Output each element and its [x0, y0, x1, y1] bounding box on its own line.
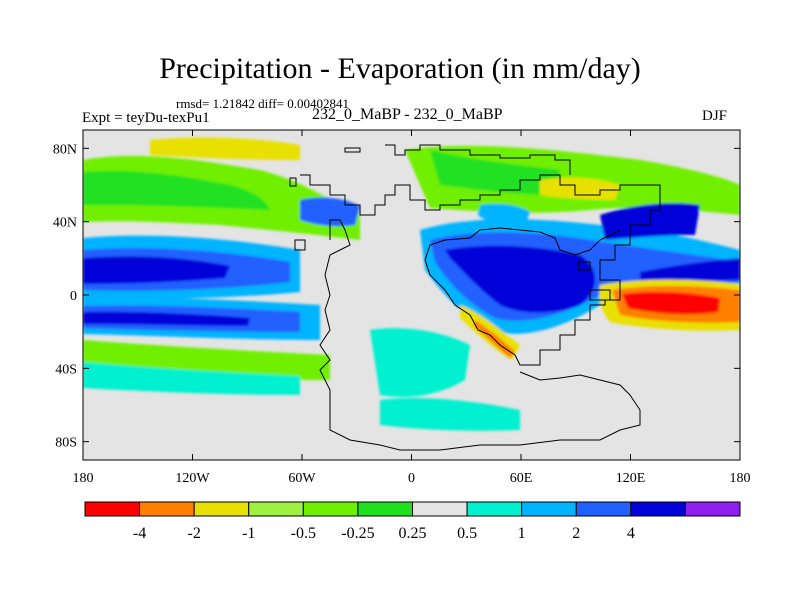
y-tick-label: 0: [70, 289, 77, 304]
contour-region: [83, 256, 230, 284]
colorbar-label: -0.5: [291, 525, 316, 542]
contour-region: [380, 398, 520, 431]
x-tick-label: 180: [73, 471, 94, 486]
x-tick-label: 180: [730, 471, 751, 486]
colorbar-swatch: [357, 501, 413, 517]
contour-region: [478, 203, 530, 226]
contour-region: [640, 258, 740, 285]
x-tick-label: 60E: [510, 471, 533, 486]
land-outline: [289, 144, 661, 451]
continent-outline: [300, 174, 661, 366]
comparison-label: 232_0_MaBP - 232_0_MaBP: [312, 106, 503, 123]
x-tick-label: 0: [408, 471, 415, 486]
experiment-label: Expt = teyDu-texPu1: [82, 110, 210, 126]
continent-outline: [577, 261, 591, 271]
contour-region: [83, 311, 250, 326]
colorbar-label: 1: [518, 525, 526, 542]
contour-region: [445, 245, 595, 313]
chart-title: Precipitation - Evaporation (in mm/day): [159, 52, 641, 85]
continent-outline: [344, 147, 361, 153]
colorbar-swatch: [630, 501, 686, 517]
colorbar-swatch: [193, 501, 250, 517]
contour-region: [370, 328, 470, 397]
contour-region: [622, 291, 720, 315]
y-tick-label: 40N: [53, 216, 77, 231]
colorbar-label: 2: [572, 525, 580, 542]
y-tick-label: 80N: [53, 142, 77, 157]
colorbar-swatch: [684, 501, 741, 517]
colorbar-swatch: [248, 501, 304, 517]
colorbar-label: -4: [133, 525, 146, 542]
contour-fill: [83, 137, 740, 431]
contour-region: [83, 362, 300, 395]
x-tick-label: 120E: [616, 471, 646, 486]
colorbar: -4 -2 -1 -0.5 -0.25 0.25 0.5 1 2 4: [84, 501, 741, 542]
season-label: DJF: [702, 108, 728, 124]
colorbar-label: -2: [188, 525, 201, 542]
continent-outline: [319, 219, 641, 451]
colorbar-label: 0.5: [457, 525, 477, 542]
colorbar-swatch: [521, 501, 577, 517]
continent-outline: [294, 239, 306, 251]
continent-outline: [289, 177, 297, 187]
contour-region: [83, 170, 270, 210]
colorbar-label: 0.25: [399, 525, 427, 542]
continent-outline: [589, 289, 611, 301]
colorbar-label: -1: [242, 525, 255, 542]
colorbar-swatch: [302, 501, 359, 517]
y-tick-label: 40S: [55, 362, 77, 377]
contour-region: [150, 137, 300, 160]
colorbar-swatch: [575, 501, 632, 517]
y-tick-label: 80S: [55, 436, 77, 451]
contour-region: [430, 150, 560, 195]
colorbar-swatch: [139, 501, 195, 517]
colorbar-label: -0.25: [341, 525, 374, 542]
colorbar-swatch: [84, 501, 141, 517]
stats-label: rmsd= 1.21842 diff= 0.00402841: [176, 96, 349, 111]
colorbar-label: 4: [627, 525, 635, 542]
x-axis: 180 120W 60W 0 60E 120E 180: [73, 130, 751, 486]
colorbar-swatch: [412, 501, 468, 517]
x-tick-label: 120W: [175, 471, 210, 486]
colorbar-swatch: [466, 501, 523, 517]
continent-outline: [385, 144, 571, 175]
x-tick-label: 60W: [288, 471, 316, 486]
y-axis: 80N 40N 0 40S 80S: [53, 142, 740, 451]
